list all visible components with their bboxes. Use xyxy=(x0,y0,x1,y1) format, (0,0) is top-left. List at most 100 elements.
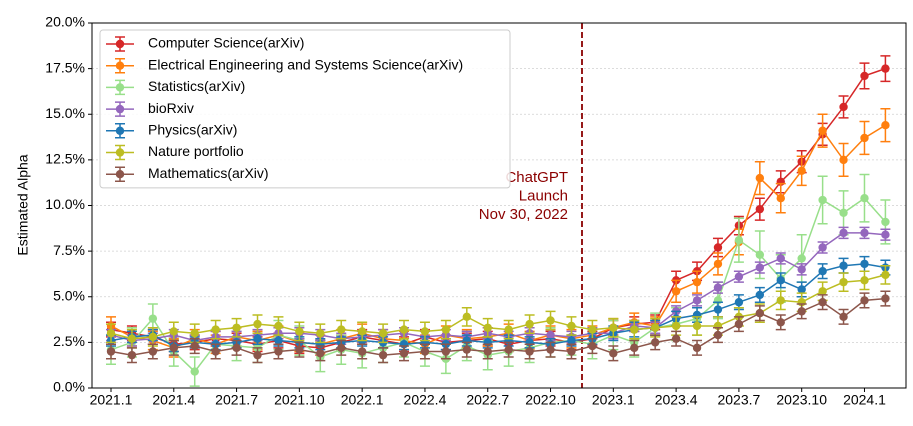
data-point xyxy=(734,272,744,281)
legend-label: Mathematics(arXiv) xyxy=(148,165,269,181)
data-point xyxy=(839,312,848,322)
data-point xyxy=(797,285,806,294)
x-tick-label: 2021.1 xyxy=(90,392,133,408)
data-point xyxy=(692,277,702,287)
data-point xyxy=(148,314,158,323)
data-point xyxy=(378,329,388,338)
data-point xyxy=(420,347,430,356)
data-point xyxy=(860,71,869,81)
data-point xyxy=(818,267,827,276)
data-point xyxy=(776,276,785,285)
data-point xyxy=(337,343,346,353)
data-point xyxy=(190,367,199,376)
data-point xyxy=(127,350,137,360)
legend-box xyxy=(99,29,511,189)
data-point xyxy=(420,327,430,336)
data-point xyxy=(232,343,241,353)
data-point xyxy=(148,347,158,356)
x-tick-label: 2024.1 xyxy=(843,392,886,408)
data-point xyxy=(692,321,702,331)
legend-marker xyxy=(115,39,125,49)
data-point xyxy=(378,350,388,360)
data-point xyxy=(797,265,806,274)
data-point xyxy=(776,296,785,305)
data-point xyxy=(650,338,660,347)
data-point xyxy=(106,329,116,338)
x-tick-label: 2021.10 xyxy=(274,392,325,408)
data-point xyxy=(818,287,827,296)
y-tick-label: 15.0% xyxy=(45,105,85,121)
data-point xyxy=(169,343,178,353)
data-point xyxy=(860,194,869,203)
data-point xyxy=(274,321,283,331)
legend-marker xyxy=(115,83,125,92)
series-line xyxy=(110,263,886,347)
x-tick-label: 2023.10 xyxy=(776,392,827,408)
data-point xyxy=(881,64,890,73)
data-point xyxy=(588,341,597,351)
legend-label: Electrical Engineering and Systems Scien… xyxy=(148,56,463,72)
data-point xyxy=(525,319,534,329)
data-point xyxy=(609,323,618,332)
data-point xyxy=(839,208,848,217)
data-point xyxy=(546,345,555,354)
y-tick-label: 20.0% xyxy=(45,14,85,30)
legend: Computer Science(arXiv) Electrical Engine… xyxy=(99,29,511,189)
legend-marker xyxy=(115,148,125,157)
data-point xyxy=(483,347,492,356)
data-point xyxy=(630,325,639,334)
data-point xyxy=(546,316,555,325)
data-point xyxy=(525,347,534,356)
legend-marker xyxy=(115,170,125,179)
data-point xyxy=(713,259,723,269)
data-point xyxy=(839,228,848,238)
data-point xyxy=(755,308,765,318)
data-point xyxy=(504,325,513,334)
y-axis-label: Estimated Alpha xyxy=(15,154,31,255)
data-point xyxy=(713,330,723,340)
data-point xyxy=(692,296,702,305)
data-point xyxy=(316,349,325,358)
data-point xyxy=(860,296,869,305)
legend-label: Physics(arXiv) xyxy=(148,122,237,138)
data-point xyxy=(797,254,806,263)
data-point xyxy=(190,329,199,338)
x-tick-label: 2022.10 xyxy=(525,392,576,408)
data-point xyxy=(650,323,660,332)
data-point xyxy=(776,254,785,263)
data-point xyxy=(504,345,513,354)
x-tick-label: 2022.4 xyxy=(404,392,447,408)
data-point xyxy=(211,325,220,334)
data-point xyxy=(755,204,765,214)
legend-label: Computer Science(arXiv) xyxy=(148,35,304,51)
data-point xyxy=(148,332,158,342)
x-tick-label: 2022.1 xyxy=(341,392,384,408)
x-tick-label: 2021.7 xyxy=(215,392,258,408)
data-point xyxy=(274,347,283,356)
legend-label: Statistics(arXiv) xyxy=(148,78,245,94)
data-point xyxy=(274,336,283,345)
data-point xyxy=(630,343,639,353)
x-tick-label: 2023.7 xyxy=(717,392,760,408)
data-point xyxy=(441,325,451,334)
data-point xyxy=(776,194,785,203)
data-point xyxy=(462,312,472,322)
data-point xyxy=(839,277,848,287)
data-point xyxy=(755,250,765,259)
data-point xyxy=(818,126,827,135)
legend-marker xyxy=(115,104,125,114)
data-point xyxy=(462,345,472,354)
x-tick-label: 2023.4 xyxy=(655,392,698,408)
data-point xyxy=(567,336,576,345)
legend-label: Nature portfolio xyxy=(148,143,244,159)
data-point xyxy=(776,318,785,327)
data-point xyxy=(818,195,827,205)
y-tick-label: 12.5% xyxy=(45,151,85,167)
series xyxy=(106,290,891,364)
x-tick-label: 2021.4 xyxy=(152,392,195,408)
data-point xyxy=(106,347,116,356)
y-tick-label: 17.5% xyxy=(45,59,85,75)
data-point xyxy=(190,341,199,351)
data-point xyxy=(860,276,869,285)
